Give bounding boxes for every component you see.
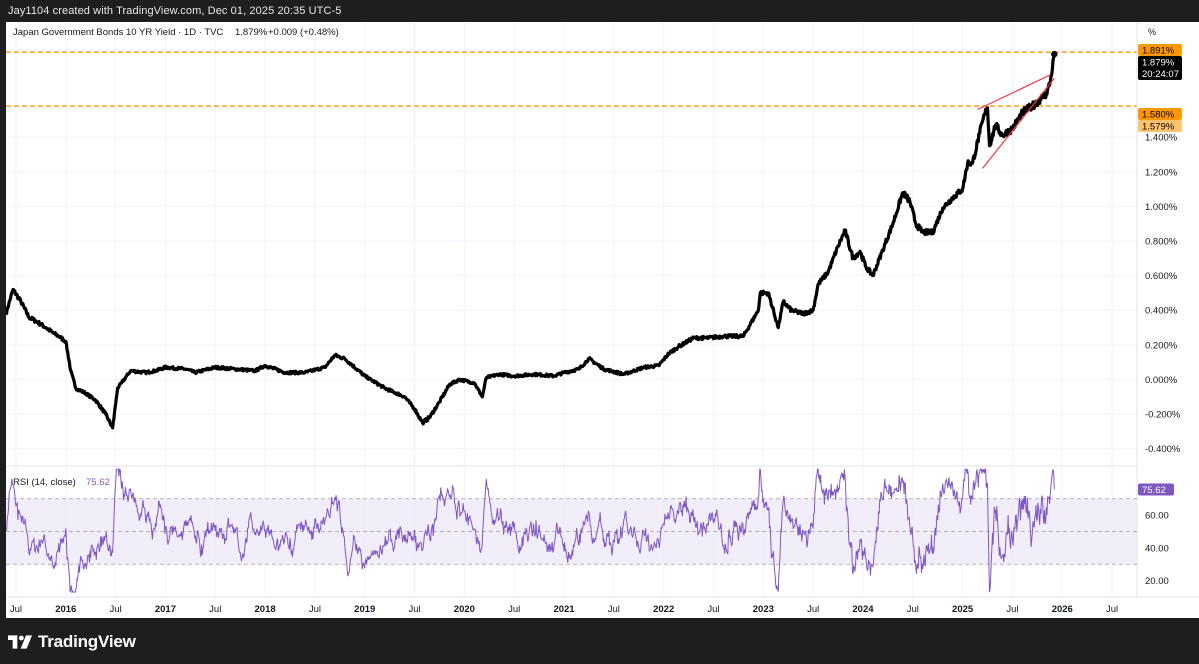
- time-axis-label: Jul: [1106, 604, 1118, 615]
- time-axis-label: Jul: [408, 604, 420, 615]
- axis-unit-label: %: [1148, 27, 1156, 37]
- price-axis-label: 0.800%: [1145, 237, 1178, 248]
- price-axis-label: 1.400%: [1145, 133, 1178, 144]
- rsi-title: RSI (14, close): [13, 477, 76, 488]
- tradingview-logo-icon: [8, 635, 32, 649]
- time-axis-label: Jul: [10, 604, 22, 615]
- price-tag-label: 1.891%: [1142, 46, 1175, 57]
- time-axis-label: Jul: [309, 604, 321, 615]
- time-axis-label: 2020: [454, 604, 475, 615]
- price-axis-label: 0.200%: [1145, 340, 1178, 351]
- chart-svg[interactable]: Japan Government Bonds 10 YR Yield · 1D …: [5, 22, 1199, 618]
- chart-frame[interactable]: Japan Government Bonds 10 YR Yield · 1D …: [5, 22, 1199, 618]
- price-tag: [1138, 108, 1182, 120]
- time-axis-label: Jul: [110, 604, 122, 615]
- price-tag-time: 20:24:07: [1142, 69, 1179, 80]
- change-header: +0.009 (+0.48%): [268, 27, 339, 38]
- time-axis-label: Jul: [508, 604, 520, 615]
- time-axis-label: Jul: [608, 604, 620, 615]
- rsi-tag-bg: [1138, 483, 1174, 496]
- last-price-dot: [1051, 50, 1058, 58]
- attribution-bar: Jay1104 created with TradingView.com, De…: [0, 0, 1199, 22]
- price-tag: [1138, 120, 1182, 132]
- price-tag: [1138, 56, 1182, 80]
- price-axis-label: 0.600%: [1145, 271, 1178, 282]
- time-axis-label: 2018: [255, 604, 276, 615]
- rsi-axis-label: 60.00: [1145, 511, 1169, 522]
- wedge-lower-trendline: [982, 77, 1055, 169]
- time-axis-label: 2026: [1052, 604, 1073, 615]
- rsi-axis[interactable]: 20.00 40.00 60.00: [1145, 511, 1169, 588]
- rsi-last-value: 75.62: [86, 477, 110, 488]
- rsi-axis-label: 40.00: [1145, 543, 1169, 554]
- time-axis-label: 2024: [852, 604, 874, 615]
- price-lines: [6, 51, 1137, 107]
- time-axis[interactable]: Jul 2016 Jul 2017 Jul 2018 Jul 2019 Jul 2020 Jul 20…: [10, 604, 1118, 615]
- time-axis-label: 2016: [55, 604, 76, 615]
- price-axis-label: -0.400%: [1145, 444, 1181, 455]
- time-axis-label: 2021: [553, 604, 575, 615]
- rsi-last-tag: 75.62: [1138, 483, 1174, 496]
- chart-title: Japan Government Bonds 10 YR Yield · 1D …: [13, 27, 223, 38]
- time-axis-label: 2025: [952, 604, 974, 615]
- brand-name: TradingView: [38, 632, 136, 651]
- time-axis-label: Jul: [807, 604, 819, 615]
- time-axis-label: 2019: [354, 604, 375, 615]
- price-axis-label: 1.200%: [1145, 167, 1178, 178]
- price-axis[interactable]: -0.400% -0.200% 0.000% 0.200% 0.400% 0.600% 0.…: [1145, 133, 1181, 456]
- price-tag-label: 1.580%: [1142, 110, 1175, 121]
- price-axis-label: -0.200%: [1145, 410, 1181, 421]
- time-axis-label: Jul: [707, 604, 719, 615]
- time-axis-label: Jul: [209, 604, 221, 615]
- price-tags: 1.891%1.879%20:24:07 1.580%1.579%: [1138, 44, 1182, 133]
- wedge-upper-trendline: [977, 74, 1051, 111]
- last-value-header: 1.879%: [235, 27, 268, 38]
- time-axis-label: 2023: [753, 604, 774, 615]
- price-tag-label: 1.879%: [1142, 58, 1175, 69]
- time-axis-label: 2022: [653, 604, 674, 615]
- rsi-tag-label: 75.62: [1142, 485, 1166, 496]
- time-axis-label: 2017: [155, 604, 176, 615]
- footer-bar: [0, 618, 1199, 664]
- price-axis-label: 0.400%: [1145, 306, 1178, 317]
- price-tag: [1138, 44, 1182, 56]
- yield-series-line: [5, 53, 1056, 430]
- price-axis-label: 0.000%: [1145, 375, 1178, 386]
- wedge-drawing: [977, 74, 1055, 169]
- time-axis-label: Jul: [907, 604, 919, 615]
- attribution-text: Jay1104 created with TradingView.com, De…: [8, 5, 342, 17]
- price-axis-label: 1.000%: [1145, 202, 1178, 213]
- rsi-axis-label: 20.00: [1145, 576, 1169, 587]
- tradingview-logo[interactable]: TradingView: [8, 632, 136, 652]
- time-axis-label: Jul: [1006, 604, 1018, 615]
- rsi-series-line: [6, 468, 1055, 594]
- price-tag-label: 1.579%: [1142, 122, 1175, 133]
